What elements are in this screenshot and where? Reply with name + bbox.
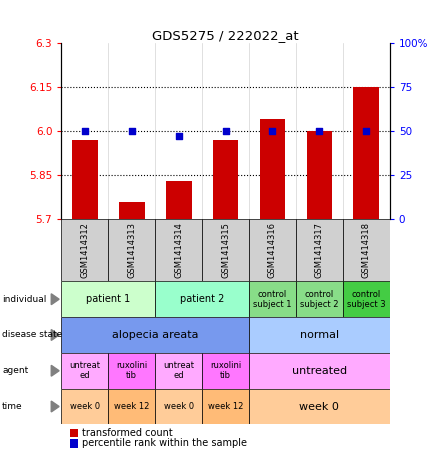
Text: untreat
ed: untreat ed (163, 361, 194, 381)
Text: GSM1414316: GSM1414316 (268, 222, 277, 278)
Bar (155, 389, 202, 424)
Text: GSM1414312: GSM1414312 (80, 222, 89, 278)
Text: untreat
ed: untreat ed (69, 361, 100, 381)
Text: week 0: week 0 (300, 401, 339, 411)
Bar (249, 219, 296, 281)
Point (222, 127, 229, 135)
Text: GSM1414314: GSM1414314 (174, 222, 183, 278)
Text: control
subject 1: control subject 1 (253, 289, 292, 309)
Text: transformed count: transformed count (82, 428, 173, 438)
Bar (72, 140, 98, 219)
Bar (155, 281, 249, 317)
Bar (202, 353, 249, 389)
Point (316, 127, 323, 135)
Bar (108, 219, 155, 281)
Text: GSM1414318: GSM1414318 (362, 222, 371, 278)
Bar (249, 317, 390, 353)
Bar (70, 439, 78, 448)
Text: control
subject 3: control subject 3 (347, 289, 386, 309)
Bar (119, 202, 145, 219)
Bar (61, 281, 155, 317)
Text: patient 2: patient 2 (180, 294, 224, 304)
Bar (155, 219, 202, 281)
Text: time: time (2, 402, 23, 411)
Bar (249, 353, 390, 389)
Bar (61, 219, 108, 281)
Text: ruxolini
tib: ruxolini tib (210, 361, 241, 381)
Point (269, 127, 276, 135)
Bar (343, 219, 390, 281)
Bar (260, 120, 286, 219)
Text: GSM1414313: GSM1414313 (127, 222, 136, 278)
Text: percentile rank within the sample: percentile rank within the sample (82, 439, 247, 448)
Title: GDS5275 / 222022_at: GDS5275 / 222022_at (152, 29, 299, 42)
Bar (108, 353, 155, 389)
Point (128, 127, 135, 135)
Bar (108, 389, 155, 424)
Bar (249, 281, 296, 317)
Bar (70, 429, 78, 437)
Text: week 12: week 12 (208, 402, 243, 411)
Text: individual: individual (2, 295, 46, 304)
Bar (155, 353, 202, 389)
Bar (61, 389, 108, 424)
Text: control
subject 2: control subject 2 (300, 289, 339, 309)
Bar (307, 131, 332, 219)
Text: GSM1414317: GSM1414317 (315, 222, 324, 278)
Bar (296, 219, 343, 281)
Text: disease state: disease state (2, 331, 63, 339)
Bar (61, 353, 108, 389)
Bar (343, 281, 390, 317)
Text: GSM1414315: GSM1414315 (221, 222, 230, 278)
Point (363, 127, 370, 135)
Text: ruxolini
tib: ruxolini tib (116, 361, 147, 381)
Text: normal: normal (300, 330, 339, 340)
Text: patient 1: patient 1 (86, 294, 131, 304)
Text: untreated: untreated (292, 366, 347, 376)
Point (175, 133, 182, 140)
Text: agent: agent (2, 366, 28, 375)
Bar (166, 181, 191, 219)
Text: week 12: week 12 (114, 402, 149, 411)
Bar (61, 317, 249, 353)
Point (81, 127, 88, 135)
Bar (249, 389, 390, 424)
Bar (296, 281, 343, 317)
Text: week 0: week 0 (163, 402, 194, 411)
Bar (353, 87, 379, 219)
Bar (202, 389, 249, 424)
Bar (213, 140, 238, 219)
Text: week 0: week 0 (70, 402, 100, 411)
Bar (202, 219, 249, 281)
Text: alopecia areata: alopecia areata (112, 330, 198, 340)
